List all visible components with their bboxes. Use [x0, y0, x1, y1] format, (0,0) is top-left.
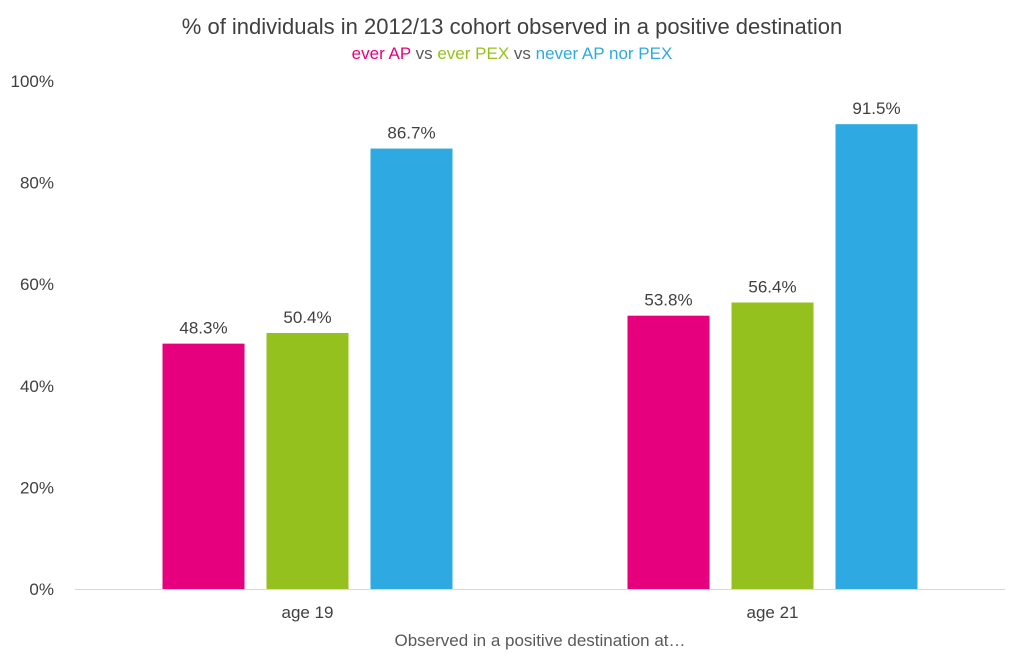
- subtitle-part: never AP nor PEX: [536, 44, 673, 63]
- bars: 48.3% 50.4% 86.7% 53.8% 56.4% 91.5%: [162, 99, 918, 590]
- data-label: 48.3%: [179, 319, 227, 338]
- subtitle-part: vs: [509, 44, 535, 63]
- subtitle-part: ever AP: [352, 44, 411, 63]
- y-tick-label: 60%: [20, 275, 54, 294]
- bar: [266, 332, 349, 589]
- subtitle-part: vs: [411, 44, 437, 63]
- data-label: 50.4%: [283, 308, 331, 327]
- data-label: 53.8%: [644, 291, 692, 310]
- subtitle-part: ever PEX: [437, 44, 509, 63]
- category-label: age 21: [747, 603, 799, 622]
- data-label: 86.7%: [387, 124, 435, 143]
- bar: [835, 124, 918, 590]
- category-label: age 19: [282, 603, 334, 622]
- y-tick-label: 80%: [20, 174, 54, 193]
- y-tick-label: 100%: [11, 72, 54, 91]
- chart-title: % of individuals in 2012/13 cohort obser…: [182, 14, 842, 39]
- y-tick-label: 40%: [20, 377, 54, 396]
- y-axis-ticks: 0% 20% 40% 60% 80% 100%: [11, 72, 54, 599]
- bar: [627, 315, 710, 589]
- data-label: 91.5%: [852, 99, 900, 118]
- y-tick-label: 20%: [20, 478, 54, 497]
- chart-subtitle: ever AP vs ever PEX vs never AP nor PEX: [352, 44, 673, 63]
- data-label: 56.4%: [748, 277, 796, 296]
- bar: [731, 302, 814, 589]
- bar: [162, 343, 245, 589]
- x-axis-title: Observed in a positive destination at…: [394, 631, 685, 650]
- x-axis-categories: age 19 age 21: [282, 603, 799, 622]
- y-tick-label: 0%: [29, 580, 54, 599]
- bar: [370, 148, 453, 589]
